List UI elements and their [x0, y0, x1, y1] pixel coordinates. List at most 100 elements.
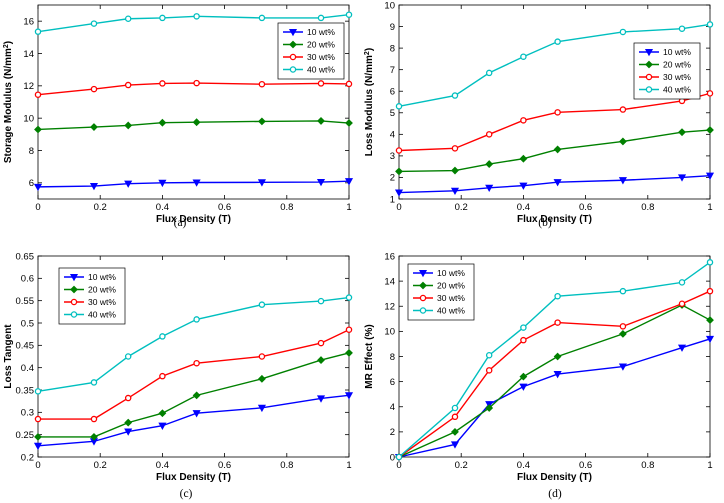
data-point	[520, 117, 527, 124]
data-point	[451, 145, 459, 152]
series-line	[398, 129, 711, 173]
series-40wt	[34, 11, 353, 35]
y-tick-label: 0.6	[21, 274, 34, 285]
y-tick-label: 14	[384, 276, 395, 287]
data-point	[485, 184, 494, 193]
data-point	[159, 333, 166, 340]
data-point	[450, 441, 460, 449]
data-point	[451, 166, 459, 175]
panel-caption: (a)	[174, 217, 187, 229]
y-tick-label: 9	[390, 22, 395, 33]
y-tick-label: 0.65	[16, 251, 35, 262]
x-tick-label: 0.8	[280, 460, 293, 471]
data-point	[345, 119, 353, 127]
series-30wt	[34, 79, 353, 98]
data-point	[520, 53, 527, 60]
y-tick-label: 4	[390, 130, 395, 141]
series-10wt	[33, 392, 354, 451]
data-point	[553, 179, 562, 187]
data-point	[619, 28, 627, 36]
legend-marker	[419, 281, 427, 290]
legend-entry: 40 wt%	[437, 306, 465, 316]
legend-entry: 40 wt%	[88, 310, 116, 320]
x-axis-label: Flux Density (T)	[156, 214, 231, 225]
series-20wt	[34, 349, 353, 441]
data-point	[619, 329, 627, 338]
data-point	[317, 14, 325, 22]
data-point	[520, 324, 527, 331]
data-point	[553, 371, 562, 379]
series-line	[37, 180, 350, 188]
y-tick-label: 7	[390, 65, 395, 76]
x-tick-label: 1	[707, 202, 712, 213]
data-point	[258, 14, 266, 22]
data-point	[553, 145, 562, 154]
data-point	[554, 319, 561, 326]
y-tick-label: 8	[390, 43, 395, 54]
data-point	[124, 353, 132, 360]
series-line	[398, 338, 711, 458]
x-axis-label: Flux Density (T)	[517, 472, 592, 483]
x-tick-label: 0.2	[455, 202, 468, 213]
y-tick-label: 14	[23, 49, 34, 60]
legend-entry: 10 wt%	[437, 268, 465, 278]
y-tick-label: 6	[29, 178, 34, 189]
data-point	[485, 367, 493, 374]
data-point	[554, 292, 561, 300]
y-tick-label: 8	[390, 352, 395, 363]
y-tick-label: 10	[384, 0, 395, 11]
legend-entry: 40 wt%	[663, 85, 691, 95]
data-point	[257, 404, 266, 413]
legend-marker	[288, 28, 298, 37]
y-tick-label: 0.3	[21, 408, 34, 419]
legend-entry: 10 wt%	[663, 47, 691, 57]
data-point	[317, 297, 325, 305]
y-tick-label: 0.2	[21, 452, 34, 463]
y-tick-label: 10	[384, 327, 395, 338]
x-axis-label: Flux Density (T)	[156, 472, 231, 483]
legend: 10 wt% 20 wt% 30 wt% 40 wt%	[58, 267, 126, 325]
data-point	[257, 179, 266, 187]
data-point	[34, 91, 42, 98]
data-point	[192, 391, 201, 400]
data-point	[124, 15, 132, 22]
x-tick-label: 1	[707, 460, 712, 471]
data-point	[34, 415, 42, 423]
data-point	[519, 182, 528, 190]
data-point	[90, 432, 98, 441]
data-point	[193, 359, 200, 367]
data-point	[345, 326, 353, 333]
data-point	[258, 353, 266, 360]
data-point	[34, 388, 42, 395]
panel-caption: (d)	[548, 488, 562, 500]
x-tick-label: 0.2	[94, 460, 107, 471]
data-point	[258, 374, 266, 383]
legend-marker	[70, 285, 78, 294]
series-line	[398, 175, 711, 194]
legend-marker	[289, 40, 297, 49]
data-point	[678, 300, 686, 307]
data-point	[519, 372, 528, 381]
data-point	[554, 109, 561, 116]
series-40wt	[395, 21, 714, 110]
legend-entry: 20 wt%	[307, 40, 335, 50]
data-point	[124, 81, 132, 89]
data-point	[89, 183, 99, 191]
legend-marker	[644, 48, 654, 57]
x-tick-label: 0	[396, 202, 401, 213]
legend-marker	[69, 273, 79, 282]
data-point	[193, 79, 200, 87]
y-tick-label: 8	[29, 146, 34, 157]
data-point	[705, 335, 715, 344]
y-tick-label: 10	[23, 113, 34, 124]
series-20wt	[34, 117, 353, 134]
y-tick-label: 0.45	[16, 341, 35, 352]
legend-marker	[70, 311, 78, 318]
x-tick-label: 0.4	[517, 460, 530, 471]
x-tick-label: 0.8	[641, 202, 654, 213]
data-point	[124, 394, 132, 402]
y-tick-label: 5	[390, 108, 395, 119]
x-tick-label: 0	[35, 460, 40, 471]
legend-entry: 40 wt%	[307, 65, 335, 75]
legend-entry: 10 wt%	[88, 272, 116, 282]
